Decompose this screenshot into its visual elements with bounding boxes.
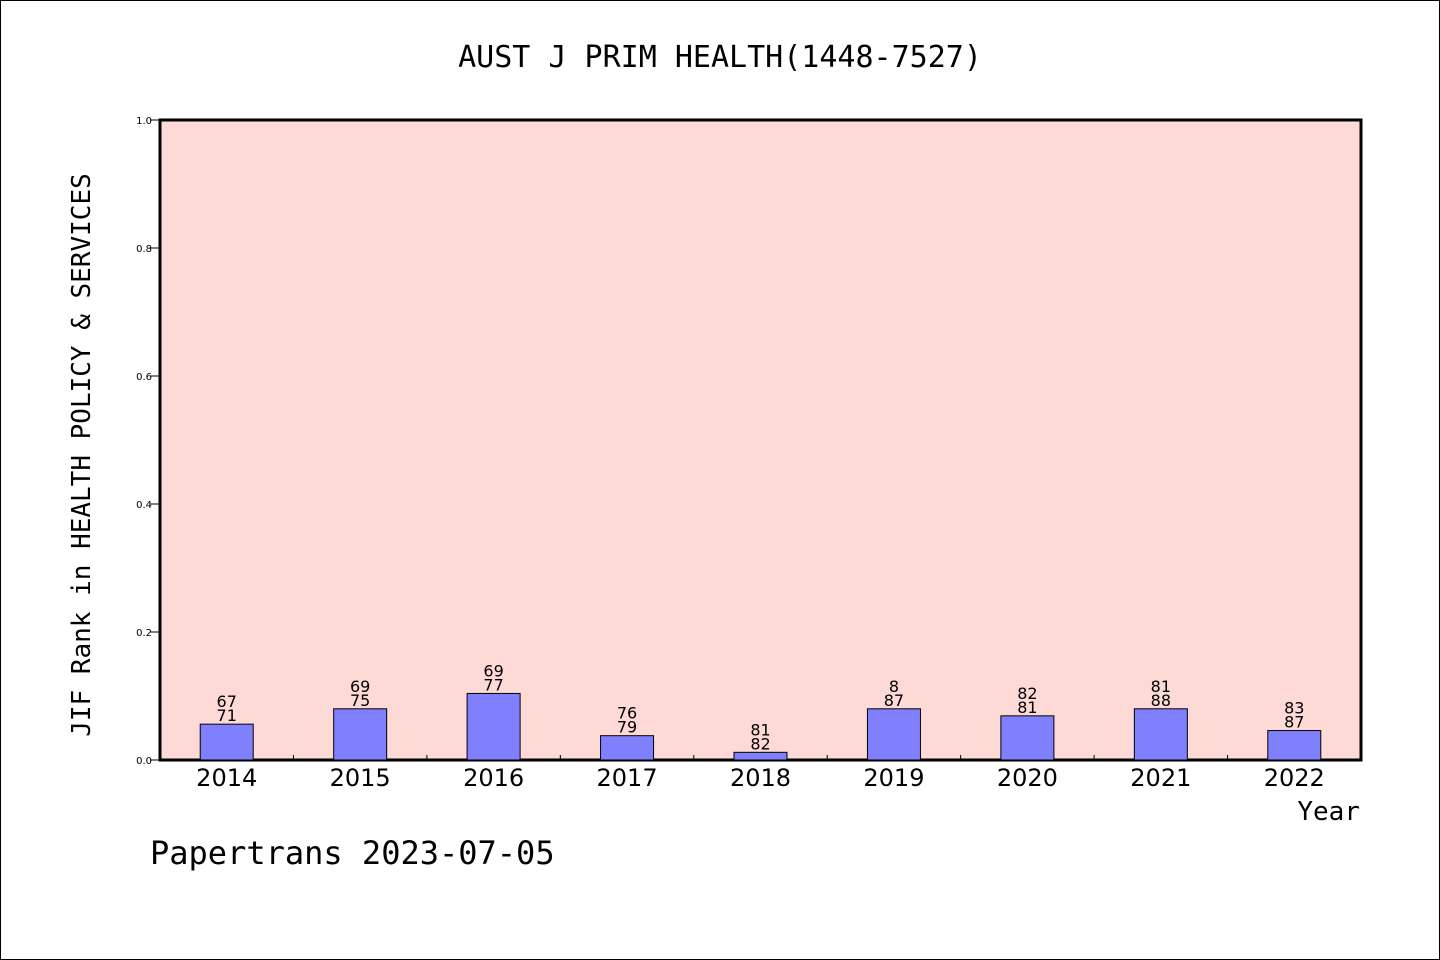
- bar-label-top-2018: 81: [750, 720, 770, 739]
- bar-2016: [466, 692, 521, 761]
- x-tick-label-2020: 2020: [997, 764, 1058, 792]
- y-tick-label-3: 0.6: [136, 372, 152, 383]
- bar-2014: [199, 723, 254, 761]
- bars: [199, 692, 1322, 761]
- bar-label-top-2014: 67: [217, 692, 237, 711]
- x-tick-label-2021: 2021: [1130, 764, 1191, 792]
- bar-label-bottom-2018: 82: [750, 734, 770, 753]
- bar-label-top-2021: 81: [1151, 677, 1171, 696]
- x-tick-label-2014: 2014: [196, 764, 257, 792]
- footer-text: Papertrans 2023-07-05: [150, 834, 555, 872]
- bar-label-bottom-2015: 75: [350, 691, 370, 710]
- bar-label-bottom-2016: 77: [483, 675, 503, 694]
- bar-2021: [1133, 708, 1188, 761]
- bar-2022: [1267, 730, 1322, 761]
- bar-2017: [600, 735, 655, 761]
- x-tick-label-2017: 2017: [597, 764, 658, 792]
- bar-label-bottom-2021: 88: [1151, 691, 1171, 710]
- bar-label-top-2016: 69: [483, 661, 503, 680]
- x-tick-label-2016: 2016: [463, 764, 524, 792]
- y-tick-label-0: 0.0: [136, 756, 152, 767]
- y-tick-label-2: 0.4: [136, 500, 152, 511]
- x-axis-title: Year: [1297, 797, 1360, 827]
- y-tick-label-1: 0.2: [136, 628, 152, 639]
- bar-2020: [1000, 715, 1055, 761]
- x-tick-label-2018: 2018: [730, 764, 791, 792]
- y-tick-label-4: 0.8: [136, 244, 152, 255]
- bar-label-top-2017: 76: [617, 704, 637, 723]
- bar-label-bottom-2014: 71: [217, 706, 237, 725]
- x-tick-label-2019: 2019: [863, 764, 924, 792]
- bar-2015: [333, 708, 388, 761]
- bar-2018: [733, 751, 788, 761]
- plot-area: [158, 118, 1363, 762]
- bar-label-bottom-2017: 79: [617, 718, 637, 737]
- bar-2019: [866, 708, 921, 761]
- bar-label-bottom-2019: 87: [884, 691, 904, 710]
- x-tick-label-2022: 2022: [1264, 764, 1325, 792]
- y-axis: 0.0 0.2 0.4 0.6 0.8 1.0: [136, 116, 160, 767]
- bar-label-top-2022: 83: [1284, 699, 1304, 718]
- bar-label-top-2015: 69: [350, 677, 370, 696]
- y-axis-title: JIF Rank in HEALTH POLICY & SERVICES: [67, 173, 97, 737]
- x-tick-label-2015: 2015: [330, 764, 391, 792]
- chart-title: AUST J PRIM HEALTH(1448-7527): [458, 40, 982, 75]
- bar-label-top-2019: 8: [889, 677, 899, 696]
- bar-label-bottom-2020: 81: [1017, 698, 1037, 717]
- bar-label-bottom-2022: 87: [1284, 713, 1304, 732]
- bar-label-top-2020: 82: [1017, 684, 1037, 703]
- x-axis: 2014 2015 2016 2017 2018 2019 2020 2021 2022: [196, 755, 1325, 792]
- y-tick-label-5: 1.0: [136, 116, 152, 127]
